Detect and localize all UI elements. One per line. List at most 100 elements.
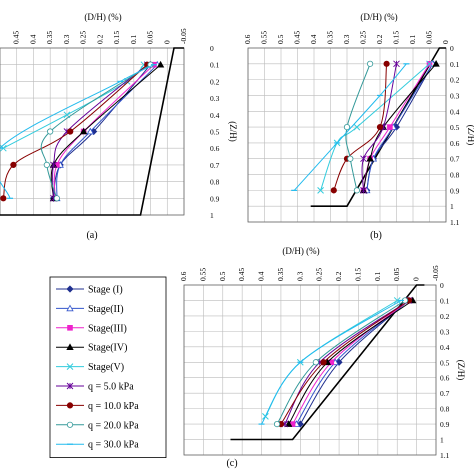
x-tick-label: 0.1 bbox=[129, 34, 138, 44]
y-tick-label: 1 bbox=[440, 436, 444, 445]
series-line bbox=[293, 63, 407, 191]
legend: Stage (I) Stage(II) Stage(III) Stage(IV) Sta… bbox=[49, 276, 167, 459]
series-line bbox=[0, 64, 155, 199]
panel-label: (c) bbox=[226, 458, 237, 469]
x-tick-label: 0 bbox=[412, 277, 421, 281]
y-tick-label: 0.5 bbox=[440, 358, 450, 367]
y-tick-label: 0.2 bbox=[450, 76, 460, 85]
data-point bbox=[360, 155, 367, 163]
data-point bbox=[312, 359, 319, 366]
series-line bbox=[53, 64, 155, 199]
data-point bbox=[273, 420, 281, 428]
x-tick-label: -0.05 bbox=[179, 28, 188, 44]
legend-entry: Stage(V) bbox=[88, 362, 124, 373]
data-point bbox=[50, 161, 57, 169]
data-point bbox=[43, 161, 50, 168]
legend-marker bbox=[66, 421, 74, 428]
series-line bbox=[40, 64, 151, 199]
x-tick-label: 0.25 bbox=[359, 31, 368, 44]
legend-entry: Stage(II) bbox=[88, 304, 124, 315]
x-tick-label: 0.2 bbox=[375, 34, 384, 44]
x-tick-label: 0.15 bbox=[112, 31, 121, 44]
x-axis-label: (D/H) (%) bbox=[360, 12, 397, 22]
data-point bbox=[366, 154, 374, 162]
x-tick-label: 0.05 bbox=[392, 268, 401, 281]
data-point bbox=[79, 127, 88, 135]
x-tick-label: 0.5 bbox=[218, 271, 227, 281]
x-tick-label: 0.55 bbox=[198, 268, 207, 281]
data-point bbox=[393, 60, 400, 68]
y-tick-label: 1 bbox=[210, 211, 214, 220]
wall-boundary bbox=[0, 47, 184, 216]
y-tick-label: 0.8 bbox=[450, 171, 460, 180]
series-line bbox=[3, 64, 145, 149]
data-point bbox=[393, 297, 401, 304]
series-line bbox=[345, 63, 371, 191]
y-axis-label: (Z/H) bbox=[228, 121, 238, 142]
data-point bbox=[47, 128, 54, 135]
y-tick-label: 0.1 bbox=[440, 296, 450, 305]
panel-label: (a) bbox=[86, 230, 97, 241]
series-line bbox=[56, 64, 158, 199]
plot-frame bbox=[247, 47, 447, 223]
panel-label: (b) bbox=[370, 230, 382, 241]
series-line bbox=[50, 64, 161, 199]
x-tick-label: 0.4 bbox=[309, 34, 318, 44]
series-line bbox=[333, 63, 388, 191]
legend-entry: Stage(III) bbox=[88, 323, 127, 334]
x-tick-label: 0 bbox=[162, 40, 171, 44]
data-point bbox=[387, 124, 393, 130]
y-tick-label: 0.2 bbox=[210, 77, 220, 86]
data-point bbox=[353, 187, 360, 194]
x-tick-label: 0.45 bbox=[12, 31, 21, 44]
x-tick-label: 0.3 bbox=[342, 34, 351, 44]
y-tick-label: 0.1 bbox=[450, 60, 460, 69]
y-tick-label: 0.7 bbox=[440, 389, 450, 398]
x-tick-label: 0.15 bbox=[392, 31, 401, 44]
legend-entry: Stage(IV) bbox=[88, 343, 127, 354]
series-line bbox=[53, 64, 151, 199]
data-point bbox=[53, 195, 60, 202]
legend-entry: Stage (I) bbox=[88, 285, 123, 296]
y-tick-label: 0.3 bbox=[210, 94, 220, 103]
legend-marker bbox=[66, 285, 74, 293]
legend-entry: q = 20.0 kPa bbox=[88, 420, 139, 431]
y-tick-label: 1.1 bbox=[440, 451, 450, 460]
data-point bbox=[347, 155, 354, 162]
x-tick-label: 0.35 bbox=[326, 31, 335, 44]
y-tick-label: 0.4 bbox=[450, 107, 460, 116]
data-point bbox=[426, 60, 433, 68]
y-tick-label: 0.4 bbox=[210, 111, 220, 120]
x-tick-label: 0.1 bbox=[373, 271, 382, 281]
y-tick-label: 0.6 bbox=[450, 139, 460, 148]
y-tick-label: 0.6 bbox=[440, 374, 450, 383]
legend-marker bbox=[66, 363, 74, 370]
data-point bbox=[383, 60, 390, 67]
legend-entry: q = 10.0 kPa bbox=[88, 401, 139, 412]
y-tick-label: 0.9 bbox=[210, 194, 220, 203]
x-tick-label: 0.55 bbox=[260, 31, 269, 44]
x-tick-label: 0.25 bbox=[79, 31, 88, 44]
y-tick-label: 0.4 bbox=[440, 343, 450, 352]
x-tick-label: 0.3 bbox=[62, 34, 71, 44]
x-tick-label: 0.35 bbox=[276, 268, 285, 281]
series-line bbox=[2, 64, 148, 199]
x-tick-label: 0.4 bbox=[257, 271, 266, 281]
y-tick-label: 0.7 bbox=[450, 155, 460, 164]
plot-frame bbox=[183, 284, 437, 456]
y-tick-label: 0.3 bbox=[440, 327, 450, 336]
x-tick-label: 0.15 bbox=[353, 268, 362, 281]
y-tick-label: 0.9 bbox=[440, 420, 450, 429]
y-tick-label: 0.9 bbox=[450, 186, 460, 195]
chart-panel-1: 0.45 0.4 0.35 0.3 0.25 0.2 0.15 0.1 0.05 0 -0.05 0 0… bbox=[0, 12, 238, 241]
y-tick-label: 0.5 bbox=[210, 128, 220, 137]
x-tick-label: 0.3 bbox=[295, 271, 304, 281]
x-tick-label: 0.4 bbox=[28, 34, 37, 44]
data-point bbox=[376, 123, 384, 131]
y-tick-label: 0.3 bbox=[450, 91, 460, 100]
x-tick-label: 0.5 bbox=[276, 34, 285, 44]
x-axis-label: (D/H) (%) bbox=[282, 246, 319, 256]
data-point bbox=[360, 187, 367, 194]
x-tick-label: -0.05 bbox=[431, 265, 440, 281]
